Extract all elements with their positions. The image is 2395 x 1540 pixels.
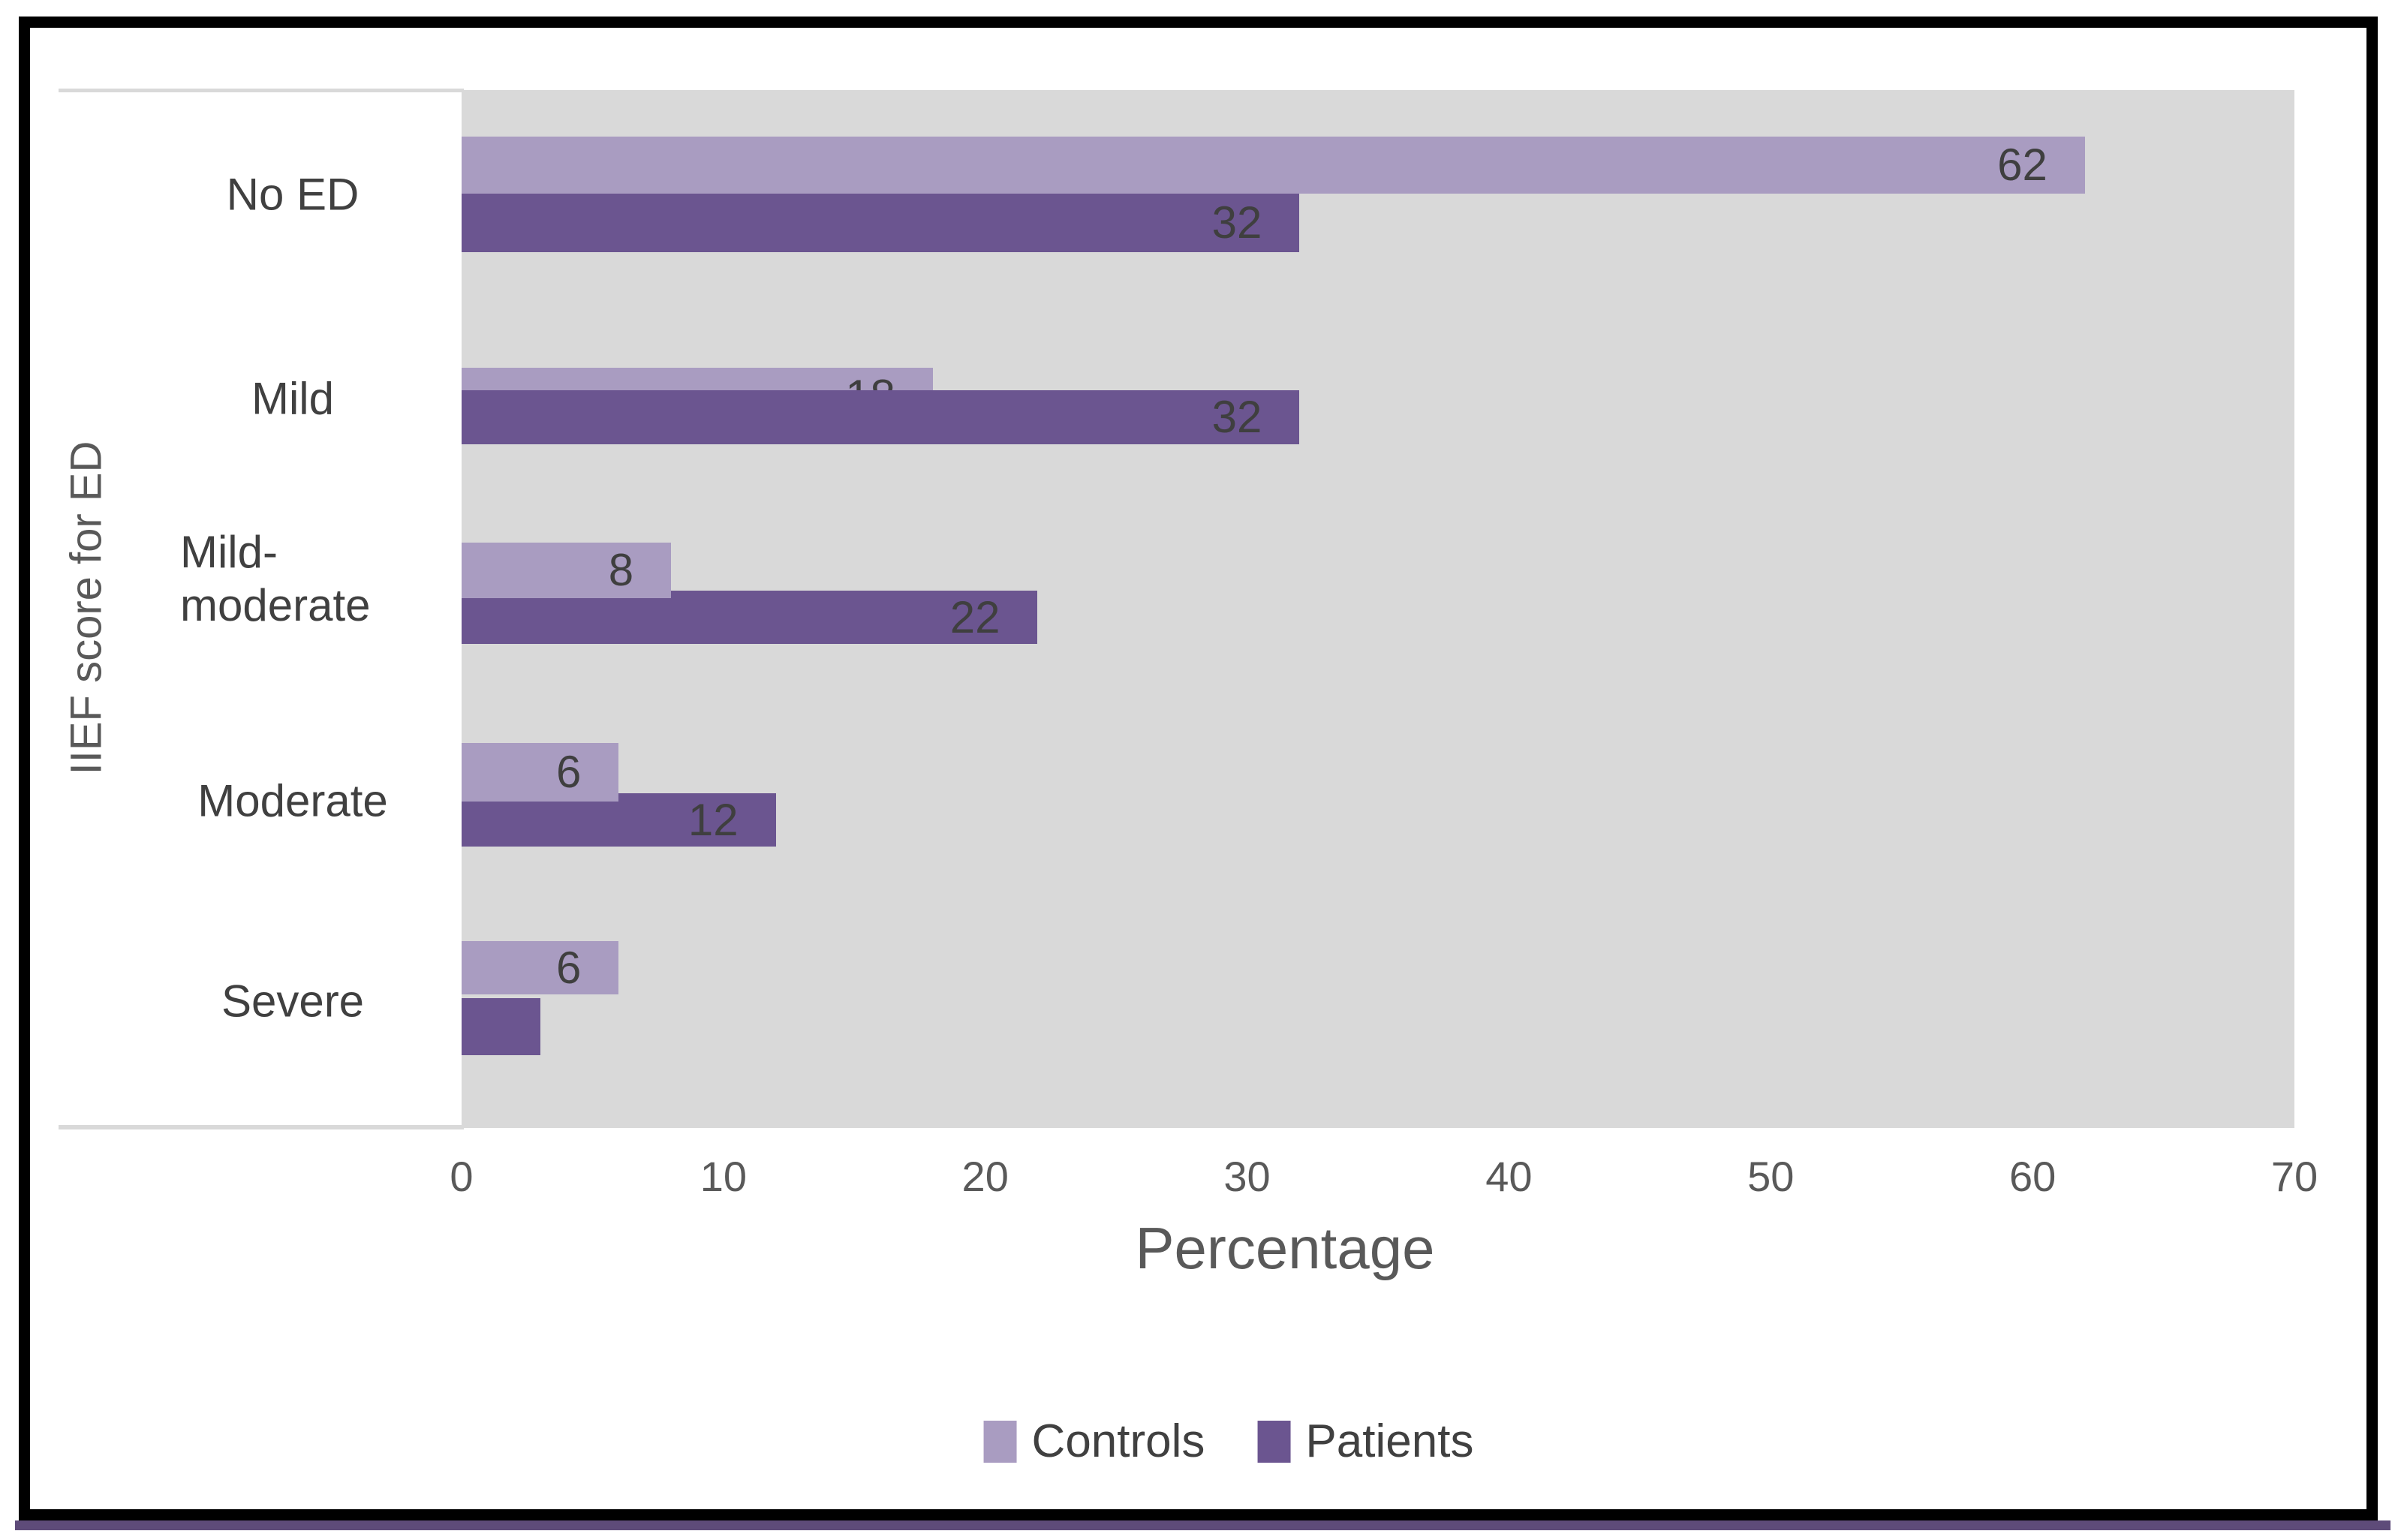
bar-patients-moderate: 12 [462,793,776,847]
bar-controls-severe: 6 [462,941,619,994]
category-label-mild-moderate: Mild-moderate [120,526,465,633]
category-label-severe: Severe [120,976,465,1029]
category-label-no-ed: No ED [120,169,465,222]
bar-value-label: 6 [555,747,582,797]
legend-label-controls: Controls [1031,1415,1205,1467]
category-label-text: Mild-moderate [180,527,371,630]
bar-patients-severe [462,998,540,1055]
x-axis-title: Percentage [1135,1215,1435,1281]
bar-controls-mild-moderate: 8 [462,543,672,598]
legend-item-controls: Controls [983,1415,1205,1468]
x-tick-10: 10 [700,1153,747,1200]
bar-controls-no-ed: 62 [462,137,2085,194]
category-label-text: Mild [251,373,334,424]
bar-patients-mild-moderate: 22 [462,591,1038,644]
category-axis-labels: No ED Mild Mild-moderate Moderate Severe [120,0,465,1201]
x-tick-40: 40 [1485,1153,1533,1200]
category-label-mild: Mild [120,373,465,426]
bar-value-label: 62 [1997,140,2047,190]
x-tick-60: 60 [2008,1153,2057,1200]
legend-swatch-patients [1257,1420,1291,1463]
bar-value-label: 32 [1211,392,1262,442]
bar-value-label: 12 [688,795,739,845]
legend-label-patients: Patients [1305,1415,1474,1467]
category-axis-top-line [59,89,464,92]
category-axis-bottom-line [59,1125,464,1129]
bar-value-label: 6 [555,943,582,993]
x-tick-70: 70 [2270,1153,2318,1200]
x-axis-ticks: 0 10 20 30 40 50 60 70 [450,1152,2318,1205]
category-label-text: Moderate [197,775,388,826]
bar-value-label: 32 [1211,197,1262,248]
legend-swatch-controls [983,1420,1017,1463]
legend-item-patients: Patients [1257,1415,1473,1468]
x-tick-30: 30 [1223,1153,1271,1200]
x-tick-20: 20 [961,1153,1009,1200]
bar-value-label: 8 [608,545,634,595]
bar-value-label: 22 [949,592,1000,642]
plot-area: 623218328226126 [462,90,2294,1128]
bar-patients-no-ed: 32 [462,194,1300,252]
x-tick-50: 50 [1747,1153,1795,1200]
y-axis-title: IIEF score for ED [62,441,111,775]
category-label-text: Severe [221,976,365,1027]
category-label-text: No ED [226,169,360,220]
bar-patients-mild: 32 [462,390,1300,444]
x-tick-0: 0 [450,1153,474,1200]
bottom-accent-strip [15,1520,2390,1530]
category-label-moderate: Moderate [120,775,465,829]
chart-legend: Controls Patients [983,1415,1473,1468]
bar-controls-moderate: 6 [462,743,619,802]
